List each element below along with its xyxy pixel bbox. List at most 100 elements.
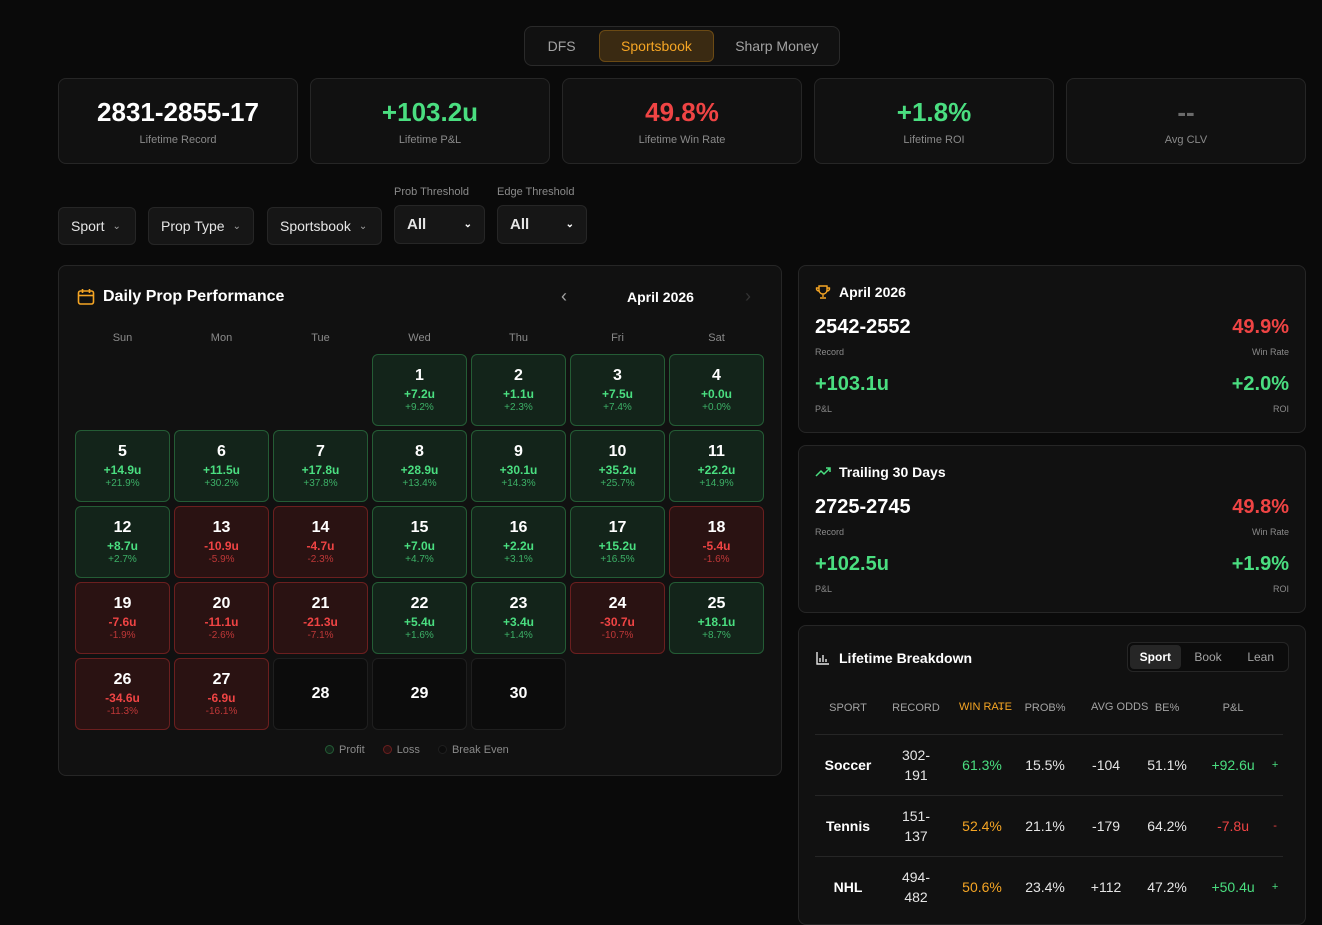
segment-sport[interactable]: Sport: [1130, 645, 1181, 669]
day-units: -34.6u: [105, 691, 140, 705]
calendar-day[interactable]: 5 +14.9u +21.9%: [75, 430, 170, 502]
trailing-header: Trailing 30 Days: [815, 464, 946, 480]
day-units: -10.9u: [204, 539, 239, 553]
prop-type-filter-label: Prop Type: [161, 218, 225, 234]
calendar-day[interactable]: 26 -34.6u -11.3%: [75, 658, 170, 730]
calendar-day[interactable]: 28: [273, 658, 368, 730]
calendar-day[interactable]: 25 +18.1u +8.7%: [669, 582, 764, 654]
calendar-day[interactable]: 24 -30.7u -10.7%: [570, 582, 665, 654]
day-roi: +1.4%: [504, 630, 533, 641]
day-number: 5: [118, 443, 127, 460]
day-number: 10: [608, 443, 627, 460]
calendar-day[interactable]: 15 +7.0u +4.7%: [372, 506, 467, 578]
tab-sharp-money[interactable]: Sharp Money: [735, 38, 819, 54]
calendar-day[interactable]: 16 +2.2u +3.1%: [471, 506, 566, 578]
month-summary-card: April 2026 2542-2552 Record 49.9% Win Ra…: [798, 265, 1306, 433]
breakdown-table: SPORT RECORD WIN RATE ⌄ PROB% AVG ODDS B…: [815, 682, 1284, 917]
calendar-day[interactable]: 19 -7.6u -1.9%: [75, 582, 170, 654]
cell-prob: 15.5%: [1013, 733, 1078, 795]
trailing-win-rate-label: Win Rate: [1251, 527, 1289, 537]
col-be[interactable]: BE%: [1154, 701, 1180, 714]
day-roi: +8.7%: [702, 630, 731, 641]
day-roi: -1.9%: [109, 630, 136, 641]
calendar-day[interactable]: 6 +11.5u +30.2%: [174, 430, 269, 502]
calendar-day[interactable]: 23 +3.4u +1.4%: [471, 582, 566, 654]
col-sport[interactable]: SPORT: [829, 701, 867, 714]
segment-book[interactable]: Book: [1194, 650, 1222, 664]
day-number: 17: [608, 519, 627, 536]
calendar-day[interactable]: 2 +1.1u +2.3%: [471, 354, 566, 426]
calendar-day[interactable]: 29: [372, 658, 467, 730]
day-roi: +9.2%: [405, 402, 434, 413]
day-number: 11: [708, 443, 725, 460]
trailing-30-card: Trailing 30 Days 2725-2745 Record 49.8% …: [798, 445, 1306, 613]
calendar-day[interactable]: 22 +5.4u +1.6%: [372, 582, 467, 654]
profit-dot-icon: [325, 745, 334, 754]
day-number: 12: [113, 519, 132, 536]
trailing-win-rate: 49.8%: [1232, 496, 1289, 518]
loss-dot-icon: [382, 745, 392, 754]
stat-lifetime-pnl: +103.2u Lifetime P&L: [310, 78, 550, 164]
tab-dfs[interactable]: DFS: [547, 38, 576, 54]
sportsbook-filter[interactable]: Sportsbook ⌄: [267, 207, 382, 245]
edge-threshold-select[interactable]: All ⌄: [497, 205, 587, 244]
sport-filter[interactable]: Sport ⌄: [58, 207, 136, 245]
calendar-day[interactable]: 4 +0.0u +0.0%: [669, 354, 764, 426]
day-units: +22.2u: [697, 463, 736, 477]
table-row[interactable]: NHL 494- 482 50.6% 23.4% +112 47.2% +50.4u +: [815, 855, 1284, 917]
calendar-day[interactable]: 10 +35.2u +25.7%: [570, 430, 665, 502]
prev-month-button[interactable]: ‹: [561, 286, 567, 306]
stat-label: Lifetime Record: [139, 134, 217, 146]
calendar-day[interactable]: 1 +7.2u +9.2%: [372, 354, 467, 426]
col-avg-odds[interactable]: AVG ODDS: [1077, 682, 1149, 734]
stat-label: Lifetime P&L: [398, 134, 462, 146]
cell-win-rate: 50.6%: [951, 855, 1014, 917]
calendar-day[interactable]: 12 +8.7u +2.7%: [75, 506, 170, 578]
day-number: 9: [514, 443, 523, 460]
calendar-day[interactable]: 14 -4.7u -2.3%: [273, 506, 368, 578]
trailing-record: 2725-2745: [815, 496, 911, 518]
table-row[interactable]: Soccer 302- 191 61.3% 15.5% -104 51.1% +92.6u +: [815, 733, 1284, 795]
cell-overflow: +: [1267, 733, 1284, 795]
calendar-day[interactable]: 8 +28.9u +13.4%: [372, 430, 467, 502]
tab-sportsbook[interactable]: Sportsbook: [599, 30, 714, 62]
col-pnl[interactable]: P&L: [1222, 701, 1244, 714]
prop-type-filter[interactable]: Prop Type ⌄: [148, 207, 254, 245]
col-avg-odds-label: AVG ODDS: [1091, 701, 1149, 714]
breakdown-segmented-control: Sport Book Lean: [1127, 642, 1289, 672]
month-roi-label: ROI: [1272, 404, 1289, 414]
calendar-day[interactable]: 13 -10.9u -5.9%: [174, 506, 269, 578]
prob-threshold-select[interactable]: All ⌄: [394, 205, 485, 244]
day-units: -11.1u: [204, 615, 239, 629]
day-units: +30.1u: [499, 463, 538, 477]
day-number: 7: [316, 443, 325, 460]
cell-record-wins: 302-: [901, 746, 931, 763]
day-number: 6: [217, 443, 226, 460]
next-month-button[interactable]: ›: [745, 286, 751, 306]
day-units: +1.1u: [502, 387, 535, 401]
calendar-day[interactable]: 7 +17.8u +37.8%: [273, 430, 368, 502]
day-units: +15.2u: [598, 539, 637, 553]
table-row[interactable]: Tennis 151- 137 52.4% 21.1% -179 64.2% -7.8u -: [815, 794, 1284, 856]
calendar-day[interactable]: 18 -5.4u -1.6%: [669, 506, 764, 578]
month-roi: +2.0%: [1231, 373, 1289, 395]
trophy-icon: [815, 285, 831, 299]
col-record[interactable]: RECORD: [892, 701, 940, 714]
cell-pnl: +50.4u: [1199, 855, 1268, 917]
calendar-day[interactable]: 21 -21.3u -7.1%: [273, 582, 368, 654]
calendar-day[interactable]: 9 +30.1u +14.3%: [471, 430, 566, 502]
calendar-day[interactable]: 17 +15.2u +16.5%: [570, 506, 665, 578]
calendar-day[interactable]: 20 -11.1u -2.6%: [174, 582, 269, 654]
segment-lean[interactable]: Lean: [1247, 650, 1275, 664]
calendar-day[interactable]: 30: [471, 658, 566, 730]
weekday-sat: Sat: [708, 332, 725, 344]
col-win-rate[interactable]: WIN RATE ⌄: [951, 682, 1013, 734]
legend-loss-label: Loss: [396, 744, 420, 756]
col-prob[interactable]: PROB%: [1024, 701, 1066, 714]
calendar-day[interactable]: 11 +22.2u +14.9%: [669, 430, 764, 502]
day-roi: +0.0%: [702, 402, 731, 413]
legend-profit: Profit: [325, 744, 365, 756]
day-roi: -10.7%: [601, 630, 634, 641]
calendar-day[interactable]: 27 -6.9u -16.1%: [174, 658, 269, 730]
calendar-day[interactable]: 3 +7.5u +7.4%: [570, 354, 665, 426]
